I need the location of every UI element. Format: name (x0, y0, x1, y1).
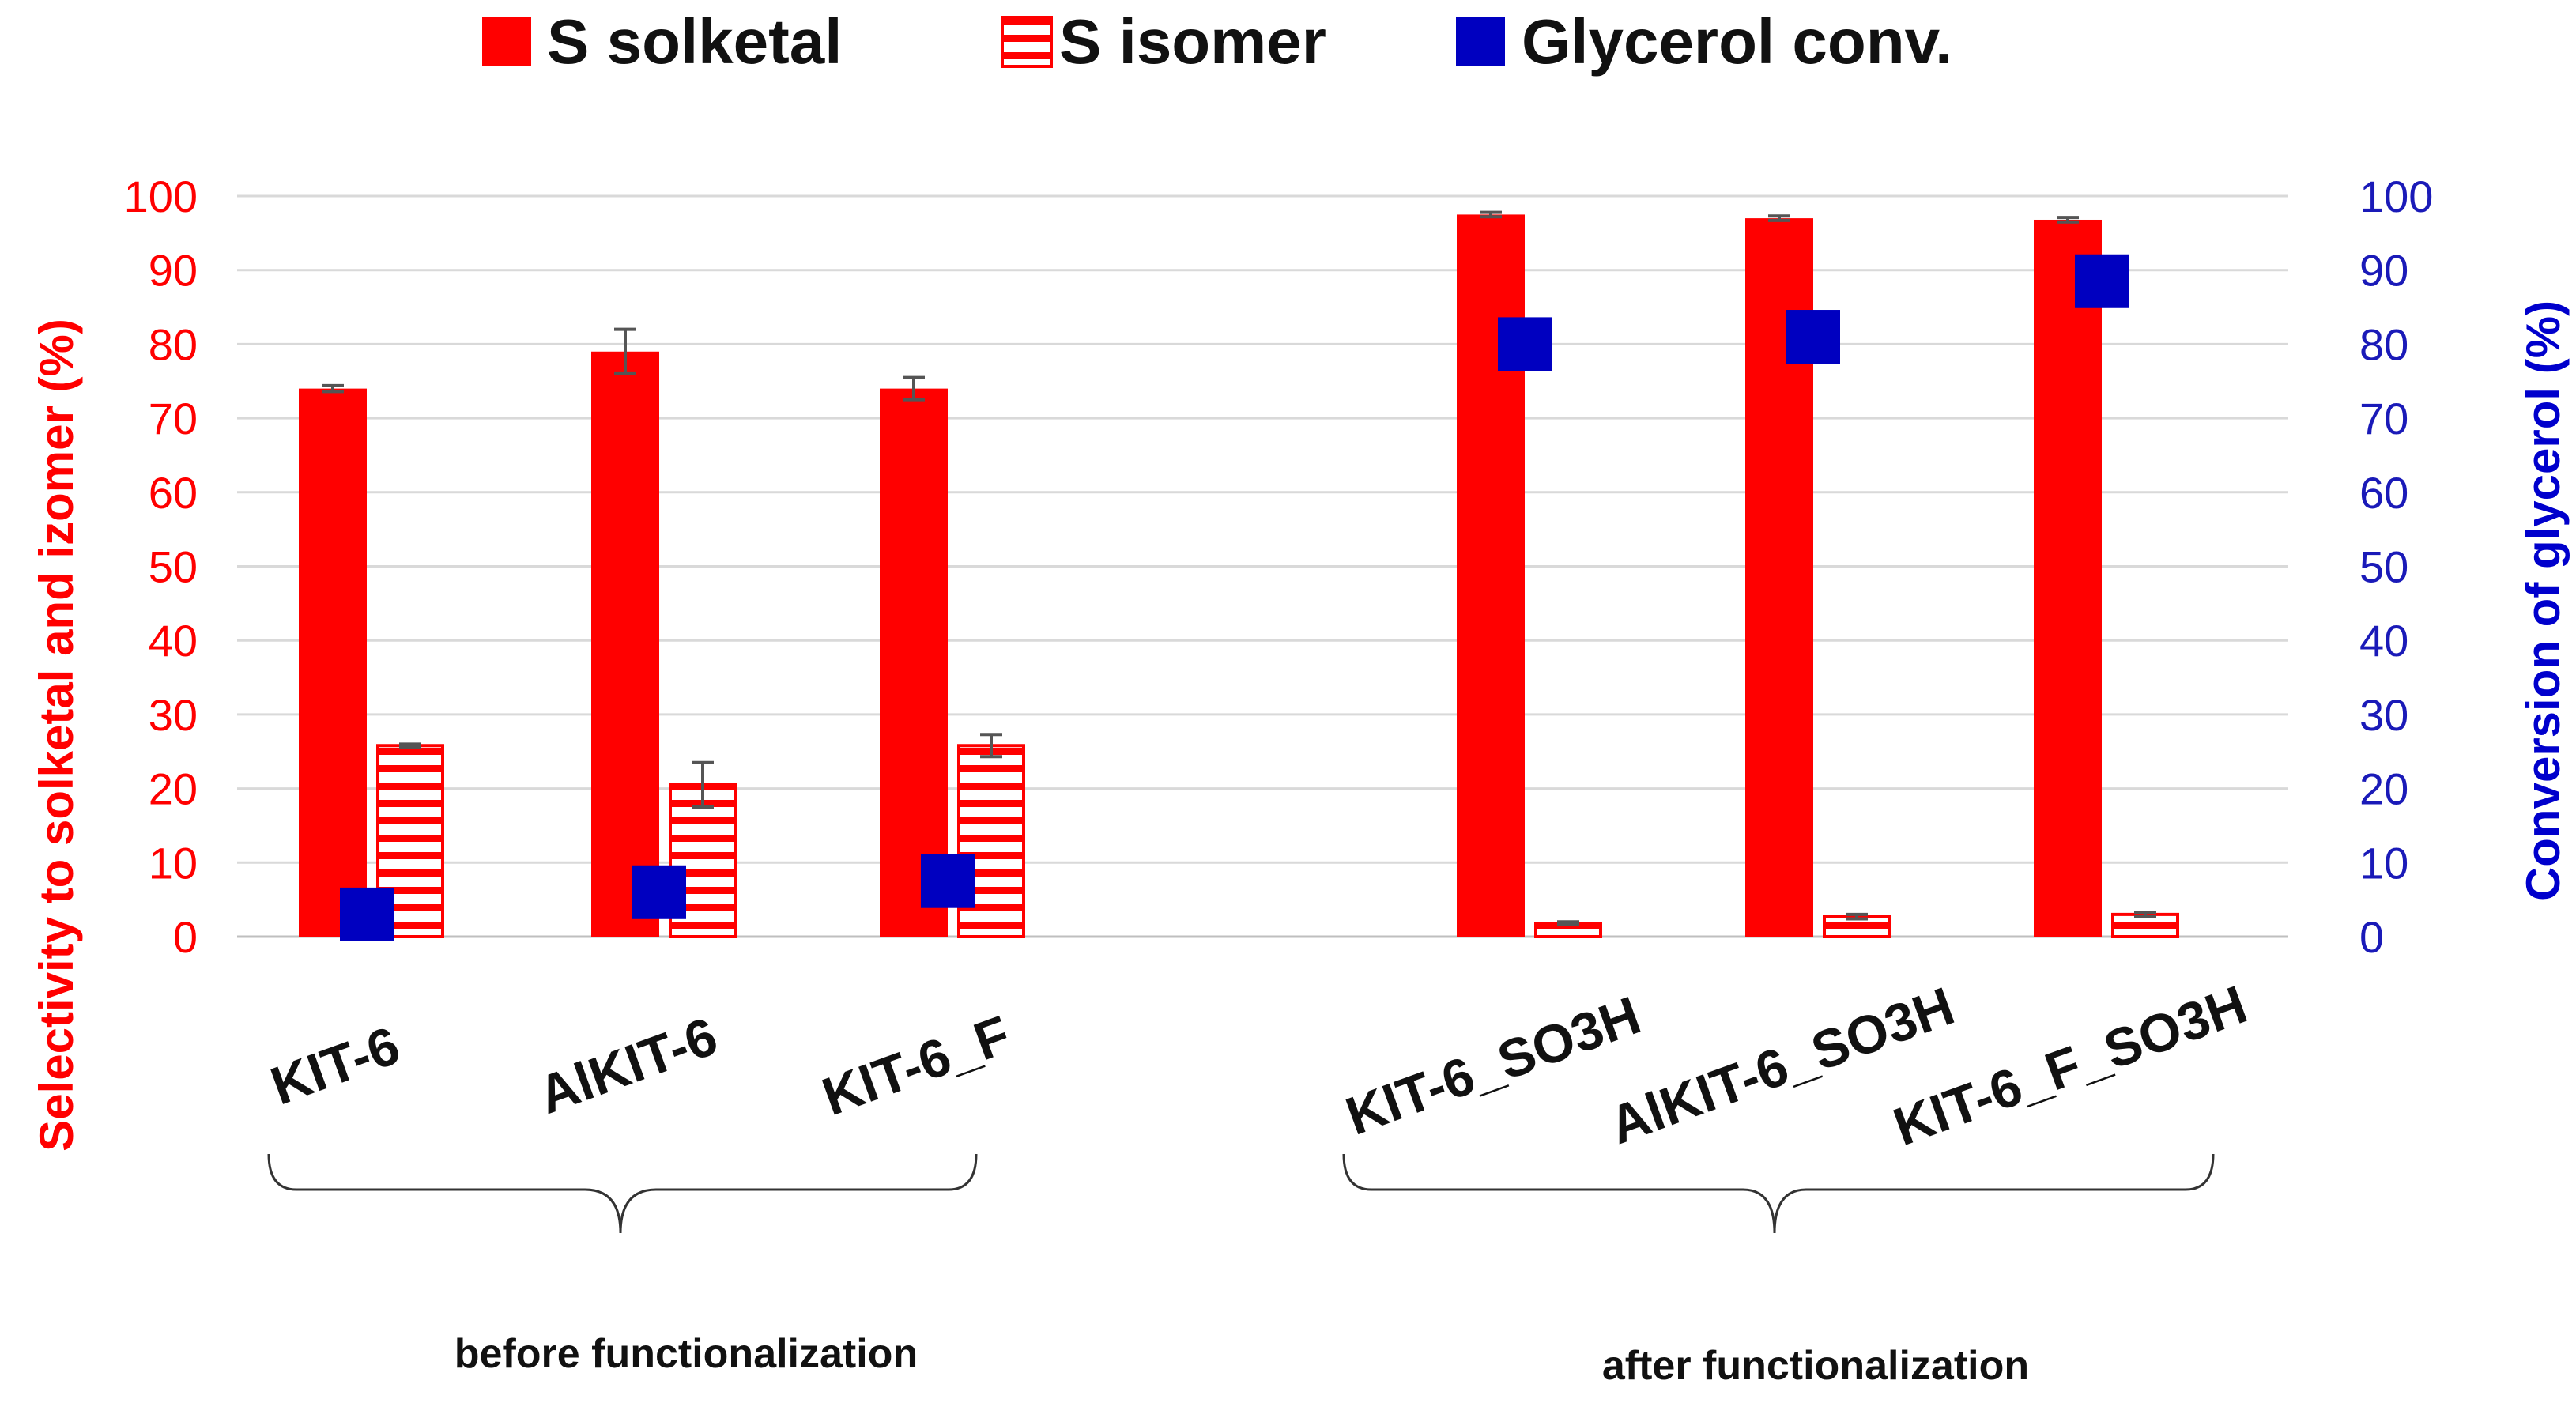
y-tick-right-100: 100 (2359, 172, 2433, 221)
bar-solketal-1 (591, 351, 659, 937)
error-bar-line-solketal-0 (322, 383, 344, 394)
error-bar-line-isomer-3 (1557, 920, 1579, 927)
error-bar-solketal-5 (2057, 216, 2079, 224)
bars (299, 210, 2179, 939)
y-axis-title-right: Conversion of glycerol (%) (2517, 300, 2570, 901)
y-axis-title-left: Selectivity to solketal and izomer (%) (30, 319, 83, 1152)
marker-glycerol-5 (2075, 254, 2129, 308)
axis-ticks: 0 0 10 10 20 20 30 30 40 40 50 50 60 60 70 70 80 80 90 90 10… (124, 172, 2434, 962)
bar-isomer-1 (669, 783, 737, 938)
y-tick-right-90: 90 (2359, 246, 2408, 296)
gridlines (237, 194, 2288, 938)
error-bar-solketal-0 (322, 383, 344, 394)
error-bar-solketal-2 (903, 375, 925, 402)
error-bar-isomer-1 (692, 760, 714, 809)
legend-swatch-glycerol (1456, 17, 1505, 66)
y-tick-right-70: 70 (2359, 394, 2408, 443)
error-bar-line-solketal-2 (903, 375, 925, 402)
legend-swatch-solketal (482, 17, 531, 66)
y-tick-left-90: 90 (149, 246, 198, 296)
y-tick-right-60: 60 (2359, 468, 2408, 518)
category-label-2: KIT-6_F (815, 1005, 1018, 1127)
error-bar-line-solketal-3 (1480, 210, 1502, 219)
y-tick-right-0: 0 (2359, 912, 2384, 962)
marker-glycerol-0 (340, 887, 394, 941)
bar-solketal-0 (299, 388, 367, 937)
y-tick-right-20: 20 (2359, 764, 2408, 814)
y-tick-right-80: 80 (2359, 319, 2408, 369)
y-tick-left-40: 40 (149, 616, 198, 666)
error-bar-line-solketal-1 (614, 327, 636, 375)
error-bar-solketal-1 (614, 327, 636, 375)
error-bar-isomer-0 (399, 742, 421, 749)
error-bar-isomer-3 (1557, 920, 1579, 927)
y-tick-right-30: 30 (2359, 690, 2408, 740)
legend-label-solketal: S solketal (547, 6, 843, 77)
y-tick-left-100: 100 (124, 172, 198, 221)
legend-label-isomer: S isomer (1059, 6, 1326, 77)
y-tick-left-80: 80 (149, 319, 198, 369)
error-bar-line-isomer-2 (980, 733, 1002, 759)
y-tick-right-40: 40 (2359, 616, 2408, 666)
error-bar-isomer-5 (2134, 911, 2156, 918)
category-label-1: AlKIT-6 (530, 1006, 725, 1126)
bar-solketal-5 (2034, 219, 2102, 937)
legend-swatch-isomer (1001, 16, 1053, 68)
marker-glycerol-4 (1786, 310, 1840, 364)
error-bar-line-solketal-4 (1768, 214, 1790, 222)
category-label-0: KIT-6 (263, 1015, 407, 1116)
brace-before (267, 1153, 978, 1234)
y-tick-left-70: 70 (149, 394, 198, 443)
error-bar-solketal-3 (1480, 210, 1502, 219)
y-tick-left-30: 30 (149, 690, 198, 740)
y-tick-left-10: 10 (149, 838, 198, 888)
brace-after (1342, 1153, 2215, 1234)
y-tick-left-50: 50 (149, 542, 198, 592)
error-bar-isomer-2 (980, 733, 1002, 759)
legend: S solketal S isomer Glycerol conv. (482, 6, 1952, 77)
y-tick-left-20: 20 (149, 764, 198, 814)
marker-glycerol-3 (1498, 317, 1552, 371)
error-bar-line-isomer-1 (692, 760, 714, 809)
y-tick-right-10: 10 (2359, 838, 2408, 888)
group-label-after: after functionalization (1602, 1343, 2029, 1389)
marker-glycerol-2 (921, 854, 975, 908)
error-bar-isomer-4 (1846, 912, 1868, 921)
error-bar-line-isomer-4 (1846, 912, 1868, 921)
category-label-3: KIT-6_SO3H (1338, 985, 1648, 1147)
glycerol-markers (340, 254, 2129, 941)
marker-glycerol-1 (632, 865, 686, 919)
category-labels: KIT-6 AlKIT-6 KIT-6_F KIT-6_SO3HAlKIT-6_SO3… (263, 975, 2254, 1158)
group-label-before: before functionalization (454, 1331, 918, 1377)
error-bar-line-solketal-5 (2057, 216, 2079, 224)
y-tick-left-60: 60 (149, 468, 198, 518)
y-tick-right-50: 50 (2359, 542, 2408, 592)
error-bar-line-isomer-5 (2134, 911, 2156, 918)
bar-isomer-2 (957, 744, 1025, 939)
error-bar-solketal-4 (1768, 214, 1790, 222)
y-tick-left-0: 0 (173, 912, 198, 962)
error-bar-line-isomer-0 (399, 742, 421, 749)
legend-label-glycerol: Glycerol conv. (1522, 6, 1952, 77)
bar-solketal-2 (880, 388, 948, 937)
